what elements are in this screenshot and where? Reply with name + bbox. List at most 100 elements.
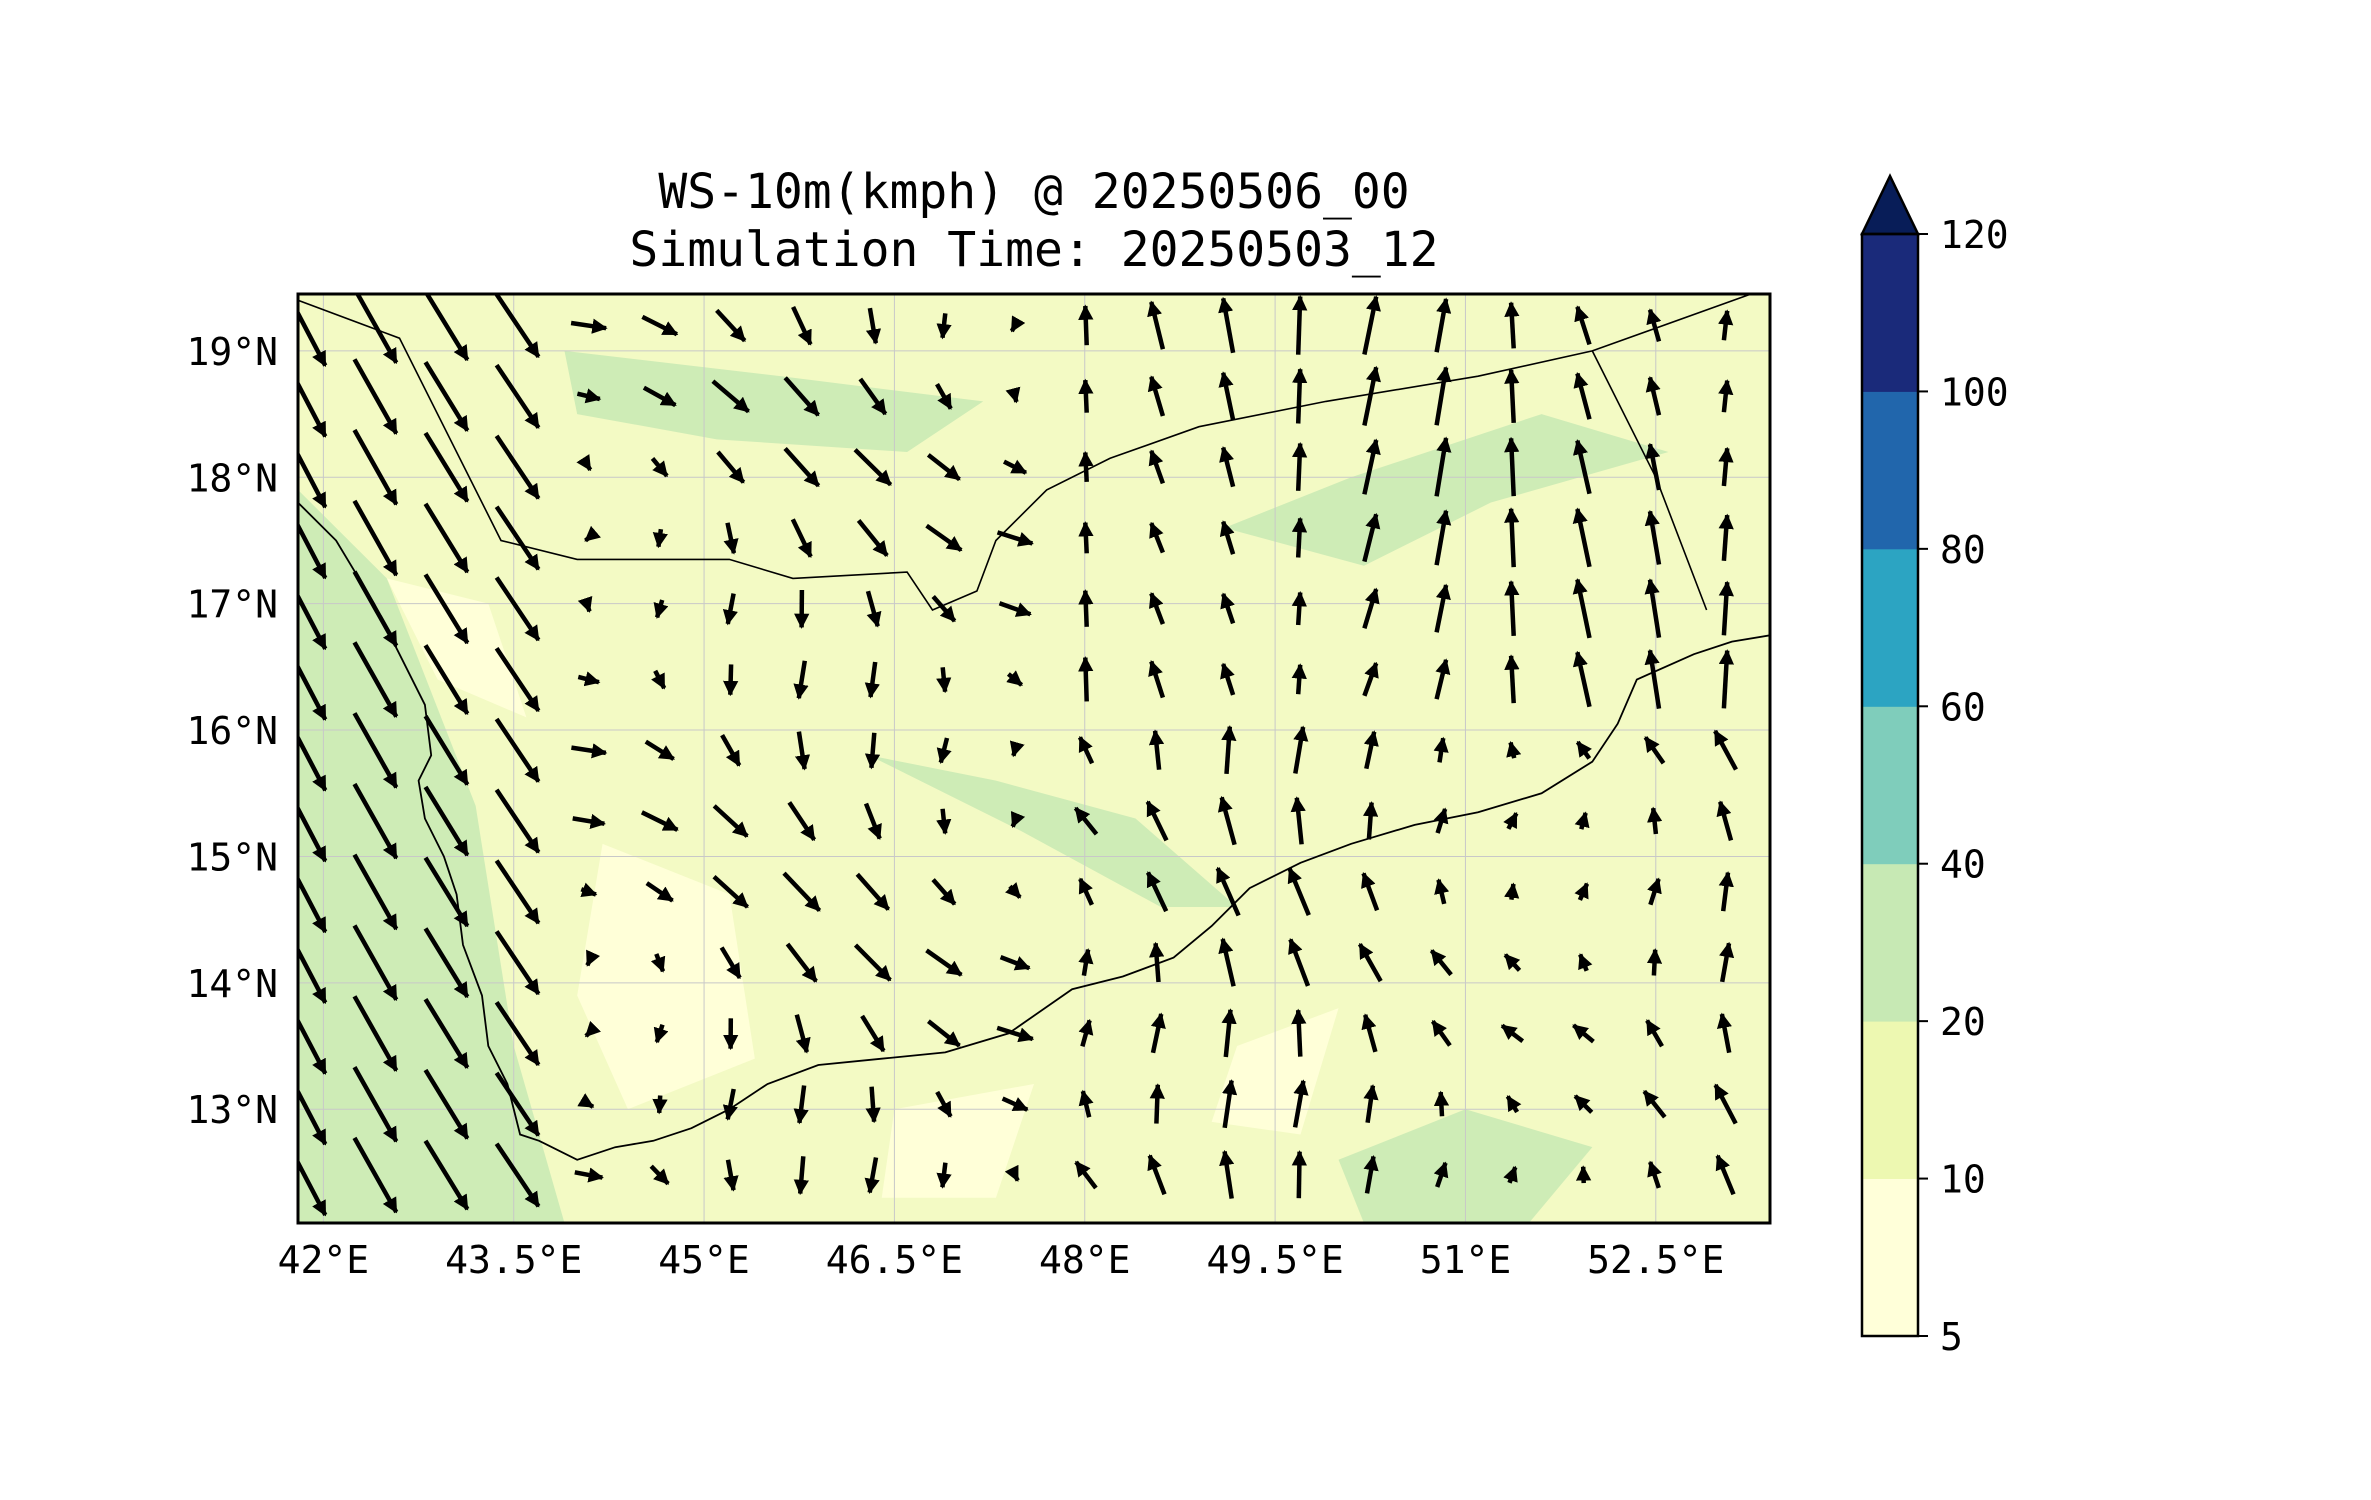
wind-arrow — [711, 379, 750, 414]
wind-arrow — [865, 590, 882, 628]
wind-arrow — [423, 927, 470, 999]
wind-arrow — [355, 294, 399, 365]
wind-arrow — [1291, 590, 1307, 626]
coastline — [298, 501, 1770, 1161]
wind-arrow — [1362, 365, 1381, 426]
wind-arrow — [423, 431, 470, 503]
wind-arrow — [1220, 592, 1236, 625]
wind-arrow — [352, 853, 399, 931]
wind-arrow — [494, 1142, 541, 1208]
wind-arrow — [645, 881, 674, 903]
speed-contour-10-20 — [564, 350, 984, 452]
wind-arrow — [1429, 949, 1453, 977]
wind-arrow — [298, 1087, 328, 1146]
latitude-tick-label: 17°N — [186, 583, 278, 627]
wind-arrow — [720, 733, 742, 767]
wind-arrow — [1361, 871, 1380, 912]
wind-arrow — [936, 313, 952, 340]
wind-arrow — [1078, 589, 1094, 627]
map-panel: 42°E 43.5°E 45°E 46.5°E 48°E 49.5°E 51°E 52.5°E… — [186, 292, 1772, 1282]
wind-arrow — [925, 523, 963, 553]
wind-arrow — [1504, 368, 1520, 424]
wind-arrow — [651, 669, 667, 690]
colorbar-segment — [1862, 863, 1918, 1022]
wind-arrow — [577, 595, 593, 613]
wind-arrow — [1291, 1008, 1307, 1057]
wind-arrow — [1572, 578, 1592, 639]
wind-arrow — [1078, 304, 1094, 346]
wind-arrow — [1434, 436, 1452, 497]
speed-contour-5-10 — [577, 843, 755, 1110]
wind-arrow — [1145, 871, 1169, 913]
wind-arrow — [1078, 656, 1094, 702]
wind-arrow — [423, 856, 470, 928]
wind-arrow — [641, 314, 679, 337]
longitude-tick-label: 51°E — [1420, 1238, 1512, 1282]
wind-arrow — [935, 1090, 953, 1118]
wind-arrow — [782, 871, 822, 913]
wind-arrow — [1218, 296, 1236, 354]
wind-arrow — [352, 358, 399, 435]
longitude-tick-label: 42°E — [278, 1238, 370, 1282]
wind-arrow — [352, 782, 399, 860]
wind-arrow — [1574, 305, 1592, 346]
wind-arrow — [1433, 1090, 1450, 1117]
wind-arrow — [1215, 866, 1241, 917]
wind-arrow — [1150, 1012, 1166, 1054]
colorbar-tick-label: 120 — [1940, 213, 2009, 257]
colorbar-tick-label: 10 — [1940, 1158, 1986, 1202]
longitude-axis: 42°E 43.5°E 45°E 46.5°E 48°E 49.5°E 51°E 52.5°E — [278, 1238, 1725, 1282]
wind-arrow — [1644, 509, 1662, 565]
wind-arrow — [1433, 736, 1449, 763]
map-frame — [296, 292, 1772, 1225]
wind-arrow — [298, 520, 328, 580]
wind-arrow — [936, 1162, 952, 1189]
colorbar-tick-label: 5 — [1940, 1315, 1963, 1359]
wind-arrow — [298, 591, 328, 651]
wind-arrow — [640, 810, 679, 832]
colorbar-segment — [1862, 234, 1918, 392]
wind-arrow — [1077, 735, 1095, 765]
wind-arrow — [423, 361, 470, 432]
latitude-tick-label: 16°N — [186, 709, 278, 753]
wind-arrow — [423, 998, 470, 1069]
wind-arrow — [1575, 740, 1592, 760]
wind-arrow — [1434, 509, 1452, 566]
wind-arrow — [1147, 1154, 1167, 1196]
map-title-line2: Simulation Time: 20250503_12 — [629, 222, 1438, 278]
wind-arrow — [1221, 725, 1237, 775]
wind-arrow — [864, 1157, 880, 1195]
wind-arrow — [1218, 937, 1236, 987]
wind-arrow — [1716, 1012, 1732, 1054]
wind-arrow — [1647, 877, 1662, 906]
wind-arrow — [998, 601, 1032, 617]
longitude-tick-label: 46.5°E — [826, 1238, 963, 1282]
wind-arrow — [1644, 648, 1662, 709]
wind-arrow — [1009, 315, 1026, 333]
wind-arrow — [576, 388, 602, 404]
wind-arrow — [1434, 583, 1451, 633]
graticule — [298, 294, 1770, 1223]
wind-arrow — [1718, 309, 1734, 341]
wind-arrow — [723, 1159, 739, 1192]
wind-arrow — [494, 1071, 541, 1137]
wind-arrow — [1574, 811, 1590, 830]
wind-arrow — [653, 599, 669, 619]
wind-arrow — [652, 1095, 668, 1115]
wind-arrow — [1504, 654, 1520, 704]
colorbar-tick-label: 60 — [1940, 685, 1986, 729]
wind-arrow — [1361, 1013, 1378, 1053]
longitude-tick-label: 49.5°E — [1206, 1238, 1343, 1282]
wind-arrow — [298, 1016, 328, 1075]
latitude-tick-label: 13°N — [186, 1088, 278, 1132]
wind-arrow — [494, 930, 541, 996]
wind-arrow — [1220, 662, 1236, 696]
wind-arrow — [1149, 941, 1165, 983]
colorbar-segment — [1862, 391, 1918, 550]
wind-arrow — [1005, 386, 1021, 404]
wind-arrow — [1078, 877, 1094, 906]
colorbar-tick-label: 80 — [1940, 528, 1986, 572]
wind-arrow — [719, 946, 742, 980]
wind-arrow — [1573, 372, 1592, 420]
colorbar-segment — [1862, 548, 1918, 707]
